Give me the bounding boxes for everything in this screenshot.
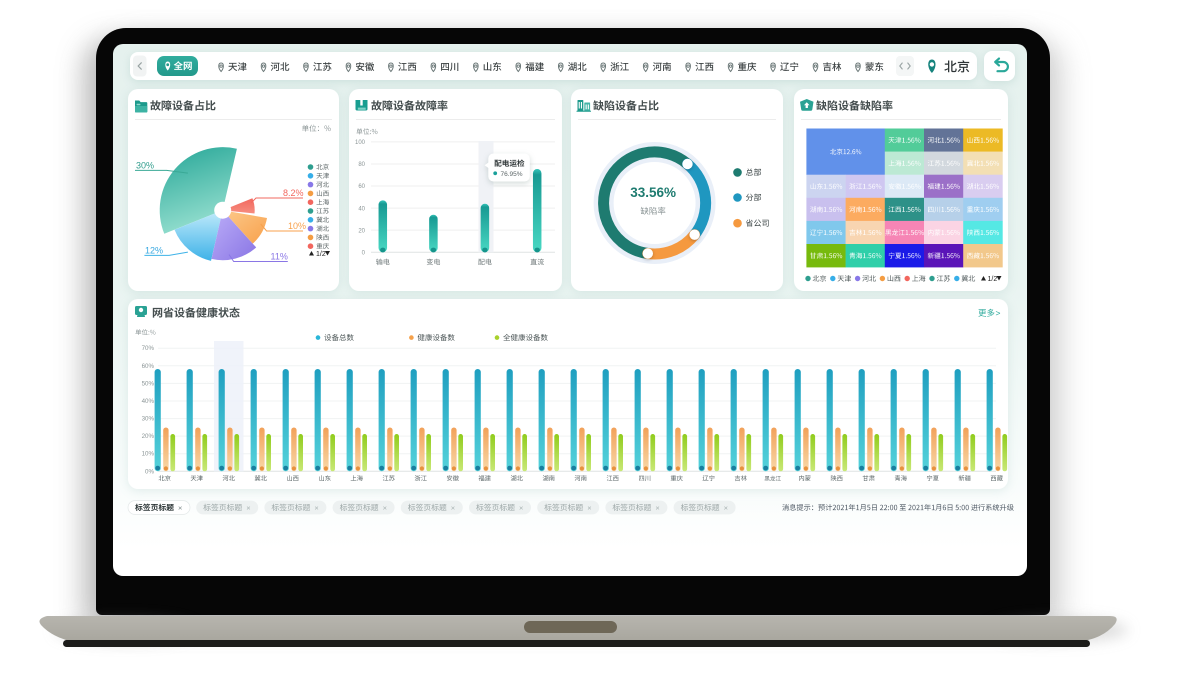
svg-text:>: > [996, 308, 1001, 318]
svg-text:30%: 30% [136, 160, 154, 170]
svg-text:0: 0 [362, 250, 366, 256]
svg-text:30%: 30% [142, 416, 155, 423]
svg-text:1/2: 1/2 [988, 276, 998, 283]
svg-text:×: × [724, 503, 728, 512]
svg-text:×: × [655, 503, 659, 512]
svg-text:×: × [587, 503, 591, 512]
svg-text:80: 80 [358, 162, 365, 168]
svg-text:×: × [383, 503, 387, 512]
svg-text:10%: 10% [142, 451, 155, 458]
svg-text:100: 100 [355, 140, 366, 146]
svg-text:1/2: 1/2 [316, 251, 326, 258]
svg-text:60: 60 [358, 184, 365, 190]
svg-text:×: × [451, 503, 455, 512]
svg-text:×: × [314, 503, 318, 512]
svg-text:20%: 20% [142, 433, 155, 440]
svg-text:60%: 60% [142, 363, 155, 370]
svg-text:×: × [246, 503, 250, 512]
svg-text:76.95%: 76.95% [501, 171, 523, 178]
svg-text:50%: 50% [142, 380, 155, 387]
svg-text:33.56%: 33.56% [630, 185, 676, 200]
svg-text:0%: 0% [145, 468, 154, 475]
svg-text:10%: 10% [288, 221, 306, 231]
svg-text:×: × [178, 503, 182, 512]
svg-text:8.2%: 8.2% [283, 188, 304, 198]
svg-text:11%: 11% [271, 252, 288, 262]
svg-text:20: 20 [358, 228, 365, 234]
svg-text:12%: 12% [145, 245, 163, 255]
svg-text:40%: 40% [142, 398, 155, 405]
svg-text:40: 40 [358, 206, 365, 212]
svg-text:70%: 70% [142, 345, 155, 352]
svg-text:×: × [519, 503, 523, 512]
